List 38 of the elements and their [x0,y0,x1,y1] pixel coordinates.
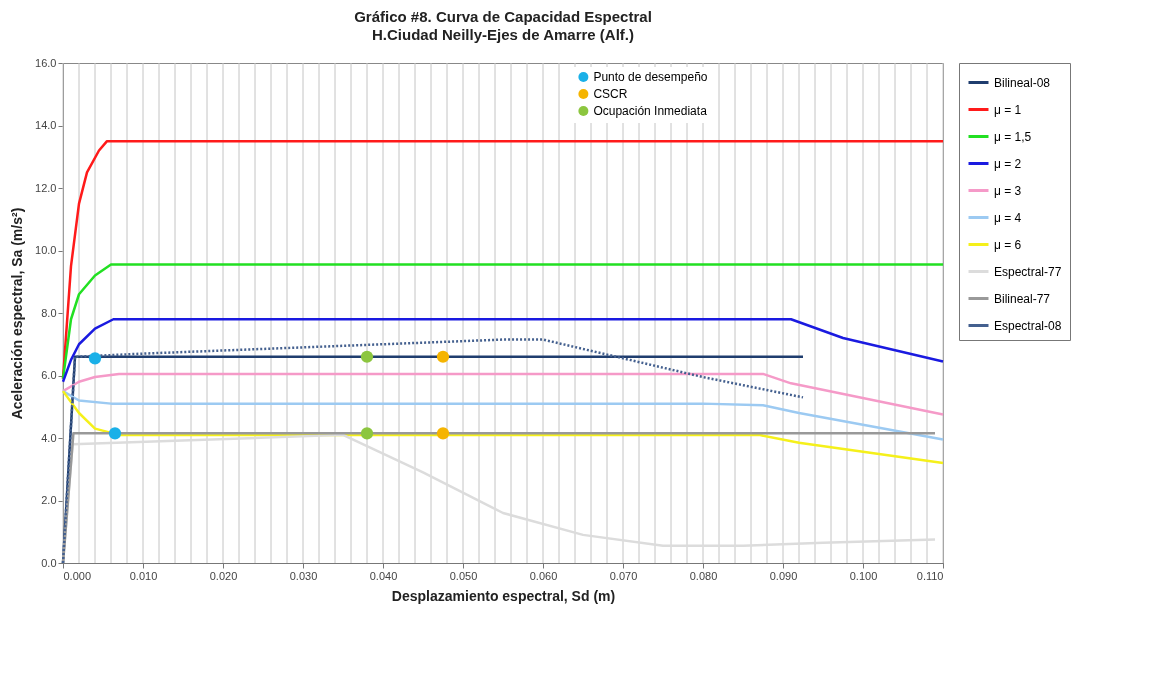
y-tick-label: 12.0 [35,181,57,194]
x-tick-label: 0.010 [129,569,158,582]
chart-title: Gráfico #8. Curva de Capacidad Espectral [354,8,652,25]
y-axis-title: Aceleración espectral, Sa (m/s²) [9,207,26,420]
legend-label: Bilineal-08 [994,75,1051,90]
y-tick-label: 0.0 [41,556,57,569]
x-tick-label: 0.070 [609,569,638,582]
y-tick-label: 8.0 [41,306,57,319]
x-tick-label: 0.030 [289,569,318,582]
y-tick-label: 16.0 [35,56,57,69]
legend-label: Ocupación Inmediata [593,104,708,118]
x-tick-label: 0.110 [916,569,944,582]
x-tick-label: 0.040 [369,569,398,582]
x-tick-label: 0.090 [769,569,798,582]
legend-label: μ = 4 [994,210,1022,225]
x-tick-label: 0.050 [449,569,478,582]
y-tick-label: 14.0 [35,119,57,131]
y-tick-label: 10.0 [35,244,57,256]
y-tick-label: 2.0 [41,494,57,506]
x-tick-label: 0.000 [63,569,92,582]
legend-label: Punto de desempeño [593,70,708,84]
legend-label: Espectral-77 [994,264,1062,279]
legend-label: Bilineal-77 [994,291,1051,306]
legend-label: CSCR [593,87,628,101]
x-tick-label: 0.080 [689,569,718,582]
x-tick-label: 0.020 [209,569,238,582]
x-tick-label: 0.100 [849,569,878,582]
x-axis-title: Desplazamiento espectral, Sd (m) [391,587,616,604]
legend-label: μ = 1,5 [994,129,1032,144]
y-tick-label: 4.0 [41,431,57,444]
legend-label: μ = 6 [994,237,1022,252]
legend-label: μ = 2 [994,156,1022,171]
legend-label: Espectral-08 [994,318,1062,333]
chart-subtitle: H.Ciudad Neilly-Ejes de Amarre (Alf.) [371,26,635,43]
legend-label: μ = 1 [994,102,1022,117]
legend-label: μ = 3 [994,183,1022,198]
x-tick-label: 0.060 [529,569,558,582]
y-tick-label: 6.0 [41,369,57,381]
